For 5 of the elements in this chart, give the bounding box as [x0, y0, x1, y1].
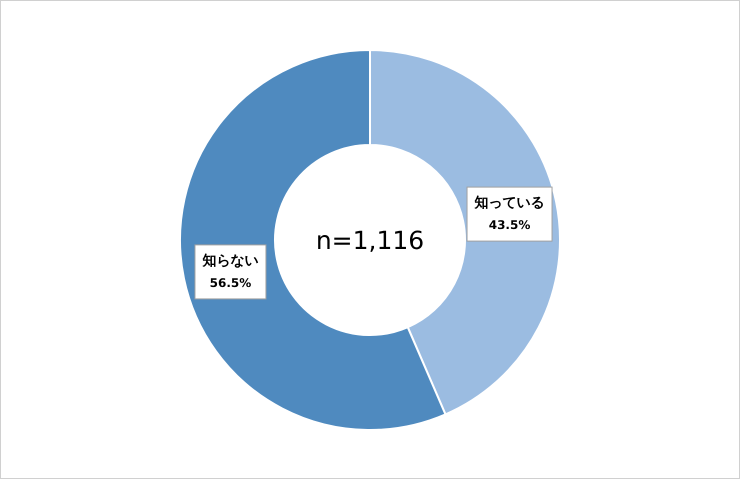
- data-label: 43.5%: [488, 218, 530, 232]
- data-label: 56.5%: [210, 276, 252, 290]
- slice-label: 知っている: [474, 195, 545, 212]
- slice-label: 知らない: [201, 252, 258, 269]
- text: n=1,116: [316, 226, 424, 255]
